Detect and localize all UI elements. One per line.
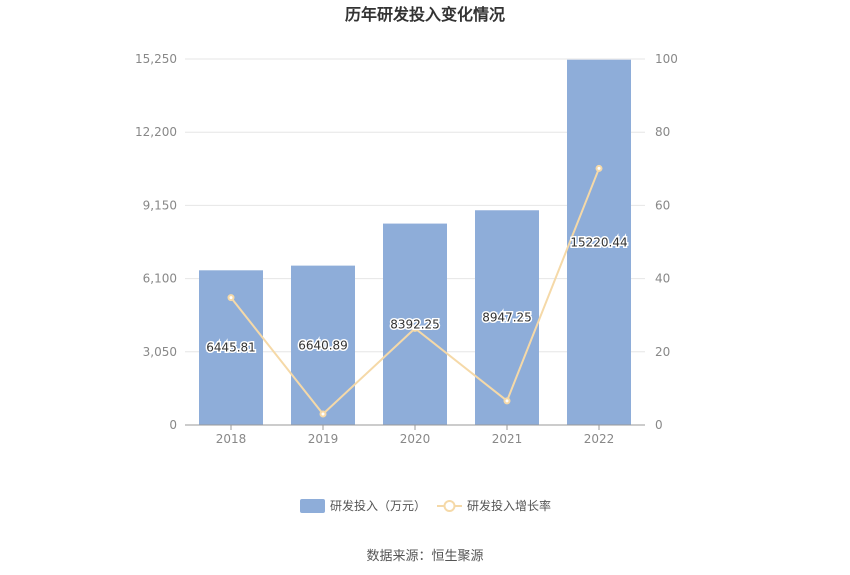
left-tick-label: 6,100 — [143, 272, 177, 286]
line-point — [595, 164, 603, 172]
legend-swatch-bar — [300, 499, 325, 513]
right-axis-ticks: 0 20 40 60 80 100 — [655, 52, 678, 432]
data-source: 数据来源：恒生聚源 — [366, 549, 483, 564]
left-tick-label: 3,050 — [143, 345, 177, 359]
bar-value-label: 6640.89 — [298, 338, 348, 352]
right-tick-label: 80 — [655, 125, 670, 139]
x-tick-label: 2022 — [584, 432, 615, 446]
bar-series — [199, 59, 631, 425]
x-tick-label: 2021 — [492, 432, 523, 446]
right-tick-label: 100 — [655, 52, 678, 66]
bar-value-label: 6445.81 — [206, 341, 256, 355]
bar-value-label: 8392.25 — [390, 317, 440, 331]
line-point — [503, 397, 511, 405]
x-axis-ticks: 2018 2019 2020 2021 2022 — [185, 424, 645, 446]
legend-swatch-marker — [443, 500, 456, 512]
line-point — [319, 410, 327, 418]
bar — [567, 59, 631, 425]
legend-label-line: 研发投入增长率 — [467, 498, 551, 513]
line-point — [411, 324, 419, 332]
right-tick-label: 60 — [655, 198, 670, 212]
legend: 研发投入（万元） 研发投入增长率 — [300, 498, 551, 513]
left-tick-label: 15,250 — [135, 52, 177, 66]
legend-label-bar: 研发投入（万元） — [330, 498, 426, 513]
left-tick-label: 0 — [169, 418, 177, 432]
left-tick-label: 12,200 — [135, 125, 177, 139]
x-tick-label: 2018 — [216, 432, 247, 446]
chart-title: 历年研发投入变化情况 — [345, 5, 505, 24]
bar — [475, 210, 539, 425]
x-tick-label: 2020 — [400, 432, 431, 446]
x-tick-label: 2019 — [308, 432, 339, 446]
line-series — [227, 164, 603, 418]
right-tick-label: 0 — [655, 418, 663, 432]
line-point — [227, 294, 235, 302]
bar-value-label: 15220.44 — [570, 235, 627, 249]
bar-value-label: 8947.25 — [482, 311, 532, 325]
left-axis-ticks: 0 3,050 6,100 9,150 12,200 15,250 — [135, 52, 177, 432]
data-labels: 6445.81 6640.89 8392.25 8947.25 15220.44 — [205, 234, 629, 356]
left-tick-label: 9,150 — [143, 198, 177, 212]
bar — [291, 265, 355, 425]
right-tick-label: 40 — [655, 272, 670, 286]
right-tick-label: 20 — [655, 345, 670, 359]
bar — [383, 223, 447, 425]
